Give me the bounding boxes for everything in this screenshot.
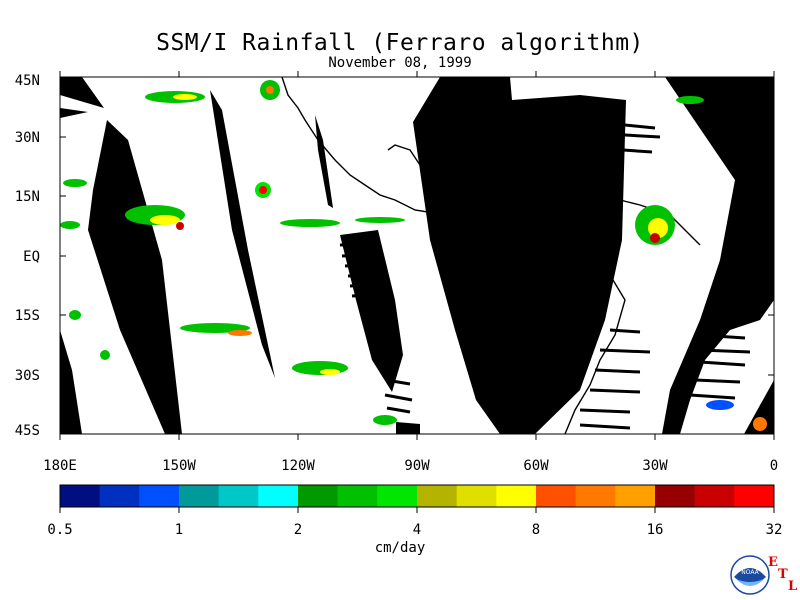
colorbar-swatch: [655, 485, 696, 507]
colorbar-label: 0.5: [47, 522, 73, 538]
lon-label-120w: 120W: [281, 458, 315, 474]
colorbar-swatch: [99, 485, 140, 507]
etl-letter-t: T: [778, 567, 788, 582]
colorbar-swatch: [496, 485, 537, 507]
swath-stripes: [339, 123, 751, 430]
lat-label-45n: 45N: [14, 73, 40, 89]
colorbar-label: 4: [412, 522, 422, 538]
colorbar: [59, 484, 775, 513]
colorbar-swatch: [575, 485, 616, 507]
swath-gap: [744, 380, 774, 434]
swath-gaps: [60, 77, 774, 434]
colorbar-swatch: [258, 485, 299, 507]
colorbar-label: 8: [531, 522, 541, 538]
colorbar-swatch: [694, 485, 735, 507]
etl-letter-l: L: [788, 579, 798, 594]
noaa-logo: NOAA: [730, 555, 770, 595]
colorbar-label: 1: [174, 522, 184, 538]
lat-label-30s: 30S: [14, 368, 40, 384]
etl-letter-e: E: [768, 555, 778, 570]
colorbar-swatch: [456, 485, 497, 507]
swath-gap: [210, 90, 275, 378]
swath-gap: [340, 230, 403, 392]
lat-label-45s: 45S: [14, 423, 40, 439]
swath-gap: [413, 77, 626, 434]
colorbar-swatch: [377, 485, 418, 507]
colorbar-swatch: [417, 485, 458, 507]
colorbar-swatch: [139, 485, 180, 507]
colorbar-swatch: [615, 485, 656, 507]
swath-gap: [88, 120, 182, 434]
swath-gap: [396, 422, 420, 434]
colorbar-swatch: [337, 485, 378, 507]
swath-gap: [60, 108, 88, 118]
chart-title: SSM/I Rainfall (Ferraro algorithm): [156, 30, 644, 56]
colorbar-label: 2: [293, 522, 303, 538]
lon-label-30w: 30W: [642, 458, 668, 474]
lat-label-15n: 15N: [14, 189, 40, 205]
lat-label-30n: 30N: [14, 130, 40, 146]
colorbar-label: 32: [765, 522, 783, 538]
colorbar-label: 16: [646, 522, 664, 538]
colorbar-swatch: [298, 485, 339, 507]
swath-gap: [662, 77, 774, 434]
swath-gap: [60, 77, 104, 108]
lon-label-60w: 60W: [523, 458, 549, 474]
lat-label-eq: EQ: [23, 249, 40, 265]
swath-gap: [315, 115, 333, 208]
lon-label-150w: 150W: [162, 458, 196, 474]
colorbar-swatch: [734, 485, 775, 507]
chart-date: November 08, 1999: [328, 55, 472, 71]
lat-label-15s: 15S: [14, 308, 40, 324]
swath-gap: [60, 330, 82, 434]
noaa-logo-text: NOAA: [741, 569, 759, 576]
lon-label-90w: 90W: [404, 458, 430, 474]
colorbar-swatch: [60, 485, 101, 507]
lon-label-180e: 180E: [43, 458, 77, 474]
colorbar-swatch: [179, 485, 220, 507]
colorbar-swatch: [536, 485, 577, 507]
rain-patches: [60, 80, 767, 431]
colorbar-units: cm/day: [374, 540, 426, 556]
axis-ticks: [59, 71, 775, 440]
colorbar-swatch: [218, 485, 259, 507]
lon-label-0: 0: [769, 458, 779, 474]
